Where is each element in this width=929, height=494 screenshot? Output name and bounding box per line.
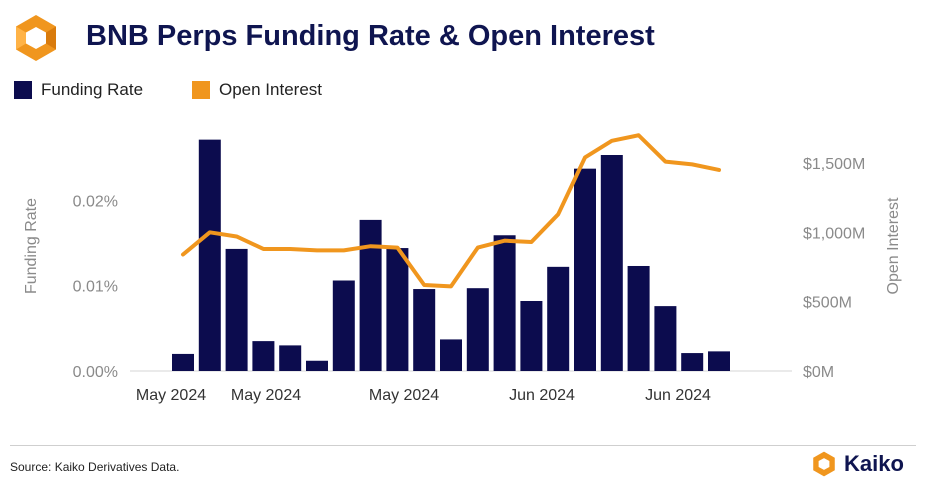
x-tick-label: May 2024 bbox=[231, 387, 301, 404]
open-interest-point bbox=[691, 163, 693, 165]
open-interest-line bbox=[181, 133, 721, 289]
funding-rate-bar bbox=[627, 265, 650, 371]
y-right-tick-label: $1,500M bbox=[803, 156, 865, 173]
open-interest-point bbox=[236, 235, 238, 237]
y-left-tick-label: 0.01% bbox=[73, 279, 118, 296]
open-interest-point bbox=[611, 140, 613, 142]
legend-swatch-open-interest bbox=[192, 81, 210, 99]
funding-rate-bar bbox=[574, 168, 596, 371]
funding-rate-bar bbox=[413, 289, 436, 371]
kaiko-brand-icon bbox=[813, 451, 835, 477]
y-axis-right-label: Open Interest bbox=[885, 197, 902, 295]
y-left-tick-label: 0.02% bbox=[73, 193, 118, 210]
funding-rate-bar bbox=[681, 353, 704, 371]
funding-rate-bar bbox=[466, 288, 489, 371]
open-interest-point bbox=[477, 247, 479, 249]
funding-rate-bar bbox=[386, 248, 409, 371]
open-interest-point bbox=[530, 241, 532, 243]
open-interest-point bbox=[209, 231, 211, 233]
y-axis-left-label: Funding Rate bbox=[23, 198, 40, 294]
funding-rate-bar bbox=[708, 351, 730, 371]
open-interest-point bbox=[718, 169, 720, 171]
open-interest-point bbox=[289, 248, 291, 250]
open-interest-point bbox=[343, 249, 345, 251]
funding-rate-bar bbox=[547, 266, 570, 371]
legend-label-open-interest: Open Interest bbox=[219, 80, 323, 99]
funding-rate-bar bbox=[493, 235, 516, 371]
x-tick-label: Jun 2024 bbox=[645, 387, 711, 404]
open-interest-point bbox=[396, 247, 398, 249]
funding-rate-bar bbox=[654, 306, 677, 371]
x-tick-label: May 2024 bbox=[136, 387, 206, 404]
x-tick-label: Jun 2024 bbox=[509, 387, 575, 404]
y-right-tick-label: $0M bbox=[803, 364, 834, 381]
brand-name: Kaiko bbox=[844, 451, 904, 476]
page-title: BNB Perps Funding Rate & Open Interest bbox=[86, 20, 655, 52]
funding-rate-bar bbox=[252, 341, 275, 371]
y-left-tick-label: 0.00% bbox=[73, 364, 118, 381]
funding-rate-bar bbox=[198, 139, 221, 371]
open-interest-point bbox=[370, 245, 372, 247]
legend-item-open-interest: Open Interest bbox=[192, 80, 322, 100]
legend-item-funding-rate: Funding Rate bbox=[14, 80, 143, 100]
funding-rate-bar bbox=[520, 300, 543, 371]
open-interest-point bbox=[664, 161, 666, 163]
funding-rate-bar bbox=[172, 353, 194, 371]
y-right-tick-label: $500M bbox=[803, 295, 852, 312]
x-tick-label: May 2024 bbox=[369, 387, 439, 404]
open-interest-point bbox=[504, 240, 506, 242]
funding-rate-bar bbox=[332, 280, 355, 371]
source-note: Source: Kaiko Derivatives Data. bbox=[10, 460, 180, 474]
open-interest-point bbox=[316, 249, 318, 251]
funding-rate-bar bbox=[600, 155, 623, 371]
open-interest-point bbox=[450, 285, 452, 287]
funding-rate-bar bbox=[306, 360, 328, 371]
open-interest-point bbox=[262, 248, 264, 250]
y-right-tick-label: $1,000M bbox=[803, 225, 865, 242]
open-interest-point bbox=[423, 284, 425, 286]
legend-label-funding-rate: Funding Rate bbox=[41, 80, 144, 99]
footer-divider bbox=[10, 445, 916, 446]
brand: Kaiko bbox=[810, 450, 904, 478]
funding-rate-bar bbox=[225, 248, 248, 371]
funding-rate-bar bbox=[359, 219, 382, 371]
funding-rate-bar bbox=[279, 345, 302, 371]
chart-canvas: Funding Rate Open Interest 0.00% 0.01% 0.0… bbox=[23, 133, 902, 404]
funding-rate-bar bbox=[440, 339, 462, 371]
kaiko-logo-icon bbox=[16, 15, 56, 61]
legend-swatch-funding-rate bbox=[14, 81, 32, 99]
open-interest-point bbox=[638, 134, 640, 136]
open-interest-point bbox=[182, 254, 184, 256]
open-interest-point bbox=[557, 213, 559, 215]
open-interest-point bbox=[584, 156, 586, 158]
